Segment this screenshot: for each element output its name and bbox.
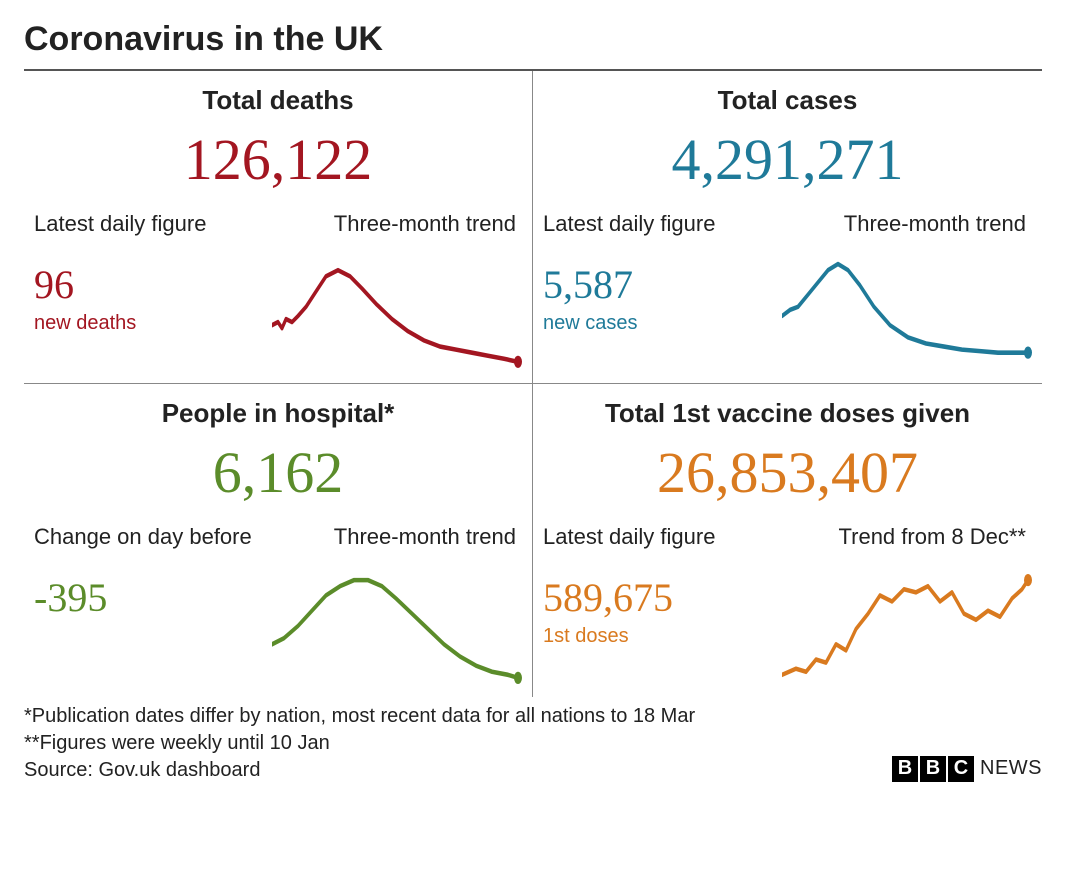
logo-word: NEWS (980, 755, 1042, 782)
panel-title: Total cases (543, 85, 1032, 116)
logo-letter: B (892, 756, 918, 782)
big-number: 4,291,271 (543, 126, 1032, 193)
sub-number: 589,675 (543, 574, 782, 621)
logo-letter: C (948, 756, 974, 782)
panel-title: People in hospital* (34, 398, 522, 429)
sub-right-label: Three-month trend (272, 211, 522, 237)
page-title: Coronavirus in the UK (24, 20, 1042, 71)
panel-title: Total 1st vaccine doses given (543, 398, 1032, 429)
sub-left-label: Latest daily figure (34, 211, 272, 237)
sparkline-vaccines (782, 574, 1032, 684)
sub-left-label: Latest daily figure (543, 524, 782, 550)
sparkline-hospital (272, 574, 522, 684)
panel-vaccines: Total 1st vaccine doses given 26,853,407… (533, 384, 1042, 697)
sub-right-label: Three-month trend (782, 211, 1032, 237)
sub-left-label: Latest daily figure (543, 211, 782, 237)
logo-letter: B (920, 756, 946, 782)
stats-grid: Total deaths 126,122 Latest daily figure… (24, 71, 1042, 697)
panel-title: Total deaths (34, 85, 522, 116)
sub-right-label: Trend from 8 Dec** (782, 524, 1032, 550)
sparkline-deaths (272, 261, 522, 371)
panel-deaths: Total deaths 126,122 Latest daily figure… (24, 71, 533, 384)
footnotes: *Publication dates differ by nation, mos… (24, 703, 1042, 784)
sub-number: -395 (34, 574, 272, 621)
panel-hospital: People in hospital* 6,162 Change on day … (24, 384, 533, 697)
source-line: Source: Gov.uk dashboard (24, 757, 892, 784)
sub-number: 5,587 (543, 261, 782, 308)
sub-left-label: Change on day before (34, 524, 272, 550)
sparkline-cases (782, 261, 1032, 371)
bbc-news-logo: B B C NEWS (892, 755, 1042, 784)
big-number: 26,853,407 (543, 439, 1032, 506)
footnote-line: **Figures were weekly until 10 Jan (24, 730, 892, 757)
sub-caption: 1st doses (543, 625, 782, 648)
sub-number: 96 (34, 261, 272, 308)
footnote-line: *Publication dates differ by nation, mos… (24, 703, 892, 730)
sub-caption: new deaths (34, 312, 272, 335)
big-number: 6,162 (34, 439, 522, 506)
sub-right-label: Three-month trend (272, 524, 522, 550)
big-number: 126,122 (34, 126, 522, 193)
sub-caption: new cases (543, 312, 782, 335)
panel-cases: Total cases 4,291,271 Latest daily figur… (533, 71, 1042, 384)
